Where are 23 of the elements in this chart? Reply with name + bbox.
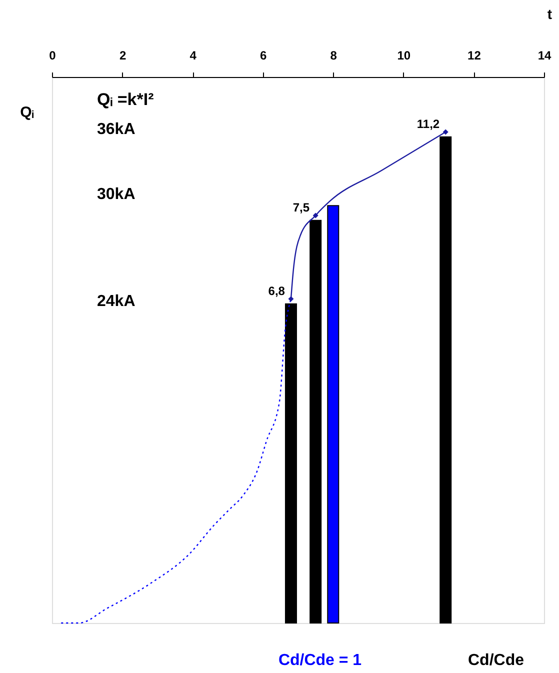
x-tick-label: 8: [330, 48, 338, 62]
bar: [310, 220, 322, 624]
annotation: 7,5: [292, 200, 310, 214]
annotation: 6,8: [268, 284, 286, 298]
x-tick-label: 4: [190, 48, 197, 62]
text: Cd/Cde = 1: [278, 652, 362, 669]
text: Qᵢ =k*I²: [97, 90, 154, 109]
annotation: 11,2: [416, 116, 440, 131]
annotation: 24kA: [97, 293, 136, 310]
x-tick-label: 10: [397, 48, 411, 62]
y-axis-title: Qᵢ: [20, 104, 34, 121]
x-tick-label: 2: [119, 48, 126, 62]
bar: [440, 136, 452, 624]
x-tick-label: 14: [538, 48, 552, 62]
annotation: 36kA: [97, 121, 136, 138]
x-tick-label: 6: [260, 48, 268, 62]
bar: [284, 303, 297, 624]
annotation: 30kA: [97, 186, 136, 203]
x-tick-label: 0: [49, 48, 56, 62]
x-tick-label: 12: [468, 48, 482, 62]
text: Cd/Cde: [468, 652, 524, 669]
bar: [327, 205, 340, 624]
x-axis-title: t: [547, 6, 552, 22]
